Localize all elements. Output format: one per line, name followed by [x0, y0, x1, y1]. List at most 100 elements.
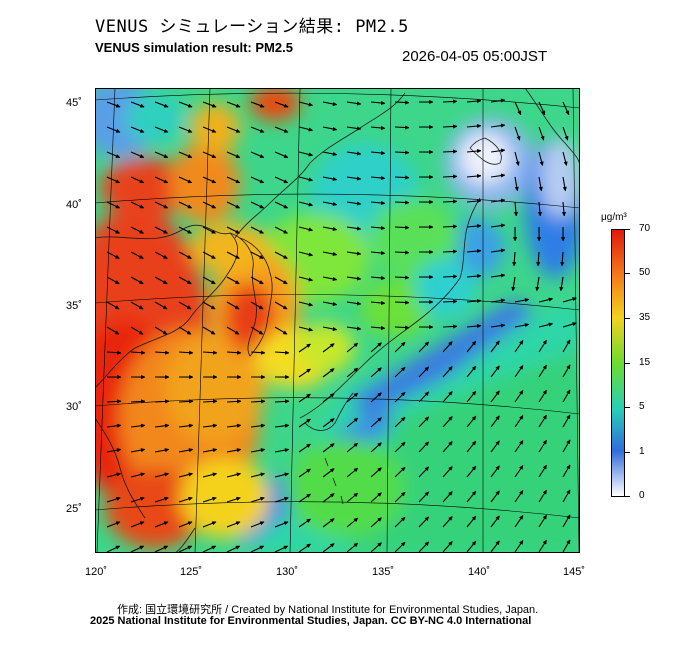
wind-arrow-head [164, 496, 169, 501]
wind-arrow-head [476, 298, 482, 304]
wind-arrow-head [138, 280, 144, 285]
wind-arrow-head [306, 543, 311, 548]
wind-arrow-head [453, 274, 458, 279]
wind-arrow-head [356, 326, 362, 331]
wind-arrow-head [212, 350, 218, 355]
wind-arrow-head [163, 128, 169, 133]
wind-arrow-head [332, 326, 338, 332]
wind-arrow-head [260, 448, 266, 453]
wind-arrow-head [329, 543, 335, 548]
wind-arrow-head [566, 439, 571, 445]
wind-arrow-head [453, 324, 458, 329]
wind-arrow-head [353, 517, 359, 523]
wind-arrow-head [329, 518, 335, 523]
wind-arrow-head [519, 390, 524, 395]
colorbar-tickmark [625, 273, 630, 274]
wind-arrow-head [405, 150, 410, 155]
wind-arrow-head [139, 204, 145, 209]
wind-arrow-head [542, 364, 547, 370]
wind-arrow-head [542, 539, 547, 545]
wind-arrow-head [566, 414, 571, 420]
wind-arrow-head [471, 415, 477, 421]
wind-arrow-head [212, 496, 217, 501]
wind-arrow-head [566, 464, 571, 470]
wind-arrow-head [542, 339, 547, 345]
wind-arrow-head [139, 179, 145, 184]
wind-arrow-head [211, 103, 217, 108]
wind-arrow-head [448, 541, 453, 546]
wind-arrow-head [213, 374, 218, 380]
wind-arrow-head [164, 423, 170, 428]
wind-arrow-head [163, 521, 169, 526]
wind-arrow-head [259, 128, 265, 133]
wind-arrow-head [283, 254, 288, 259]
wind-arrow-head [476, 223, 482, 229]
wind-arrow-head [353, 467, 359, 473]
wind-arrow-head [536, 237, 542, 242]
wind-arrow-head [429, 149, 434, 155]
wind-arrow-head [424, 516, 430, 522]
wind-arrow-head [210, 305, 216, 310]
wind-arrow-head [377, 442, 382, 447]
wind-arrow-head [448, 416, 453, 421]
map-border [95, 88, 580, 553]
wind-arrow-head [424, 441, 430, 447]
wind-arrow-head [187, 128, 193, 133]
wind-arrow-head [116, 350, 122, 355]
wind-arrow-head [140, 423, 146, 428]
wind-arrow-head [405, 225, 410, 230]
wind-arrow-head [308, 252, 314, 257]
wind-arrow-head [258, 280, 264, 285]
wind-arrow-head [453, 149, 458, 154]
wind-arrow-head [308, 327, 314, 332]
graticule [95, 88, 580, 553]
wind-arrow-head [356, 226, 362, 231]
wind-arrow-head [356, 276, 362, 281]
wind-arrow-head [163, 204, 169, 209]
wind-arrow-head [115, 179, 121, 184]
wind-arrow-head [380, 325, 386, 331]
wind-arrow-head [237, 374, 242, 380]
wind-arrow-head [448, 516, 453, 521]
wind-arrow-head [332, 301, 338, 307]
wind-arrow-head [542, 414, 547, 420]
wind-arrow-head [380, 250, 386, 256]
wind-arrow-head [495, 540, 500, 546]
wind-arrow-head [565, 110, 570, 116]
wind-arrow-head [448, 491, 453, 496]
wind-arrow-head [306, 518, 311, 523]
wind-arrow-head [476, 98, 482, 104]
wind-arrow-head [424, 391, 430, 397]
wind-arrow-head [329, 343, 335, 348]
wind-arrow-head [212, 472, 218, 477]
wind-arrow-head [211, 153, 217, 158]
wind-arrow-head [235, 128, 241, 133]
colorbar-tickmark [625, 407, 630, 408]
wind-arrow-head [516, 135, 521, 141]
wind-arrow-head [476, 148, 482, 154]
wind-arrow-head [329, 443, 335, 448]
wind-arrow-head [114, 280, 120, 285]
wind-arrow-head [236, 472, 242, 477]
wind-arrow-head [116, 496, 121, 501]
wind-arrow-head [519, 440, 524, 445]
wind-arrow-head [476, 273, 482, 279]
colorbar-tick-70: 70 [639, 223, 651, 234]
wind-arrow-head [236, 448, 242, 453]
wind-arrow-head [186, 330, 192, 335]
wind-arrow-head [140, 496, 145, 501]
wind-arrow-head [282, 330, 288, 335]
wind-arrow-head [500, 273, 506, 278]
wind-arrow-head [139, 103, 145, 108]
wind-arrow-head [211, 204, 217, 209]
wind-arrow-head [453, 174, 458, 179]
wind-arrow-head [495, 390, 500, 396]
wind-arrow-head [541, 110, 546, 116]
wind-arrow-head [377, 342, 382, 347]
wind-arrow-head [400, 466, 406, 472]
wind-arrow-head [429, 124, 434, 130]
wind-arrow-head [424, 341, 430, 347]
wind-arrow-head [400, 366, 406, 372]
map-canvas [95, 88, 580, 553]
wind-arrow-head [448, 441, 453, 446]
